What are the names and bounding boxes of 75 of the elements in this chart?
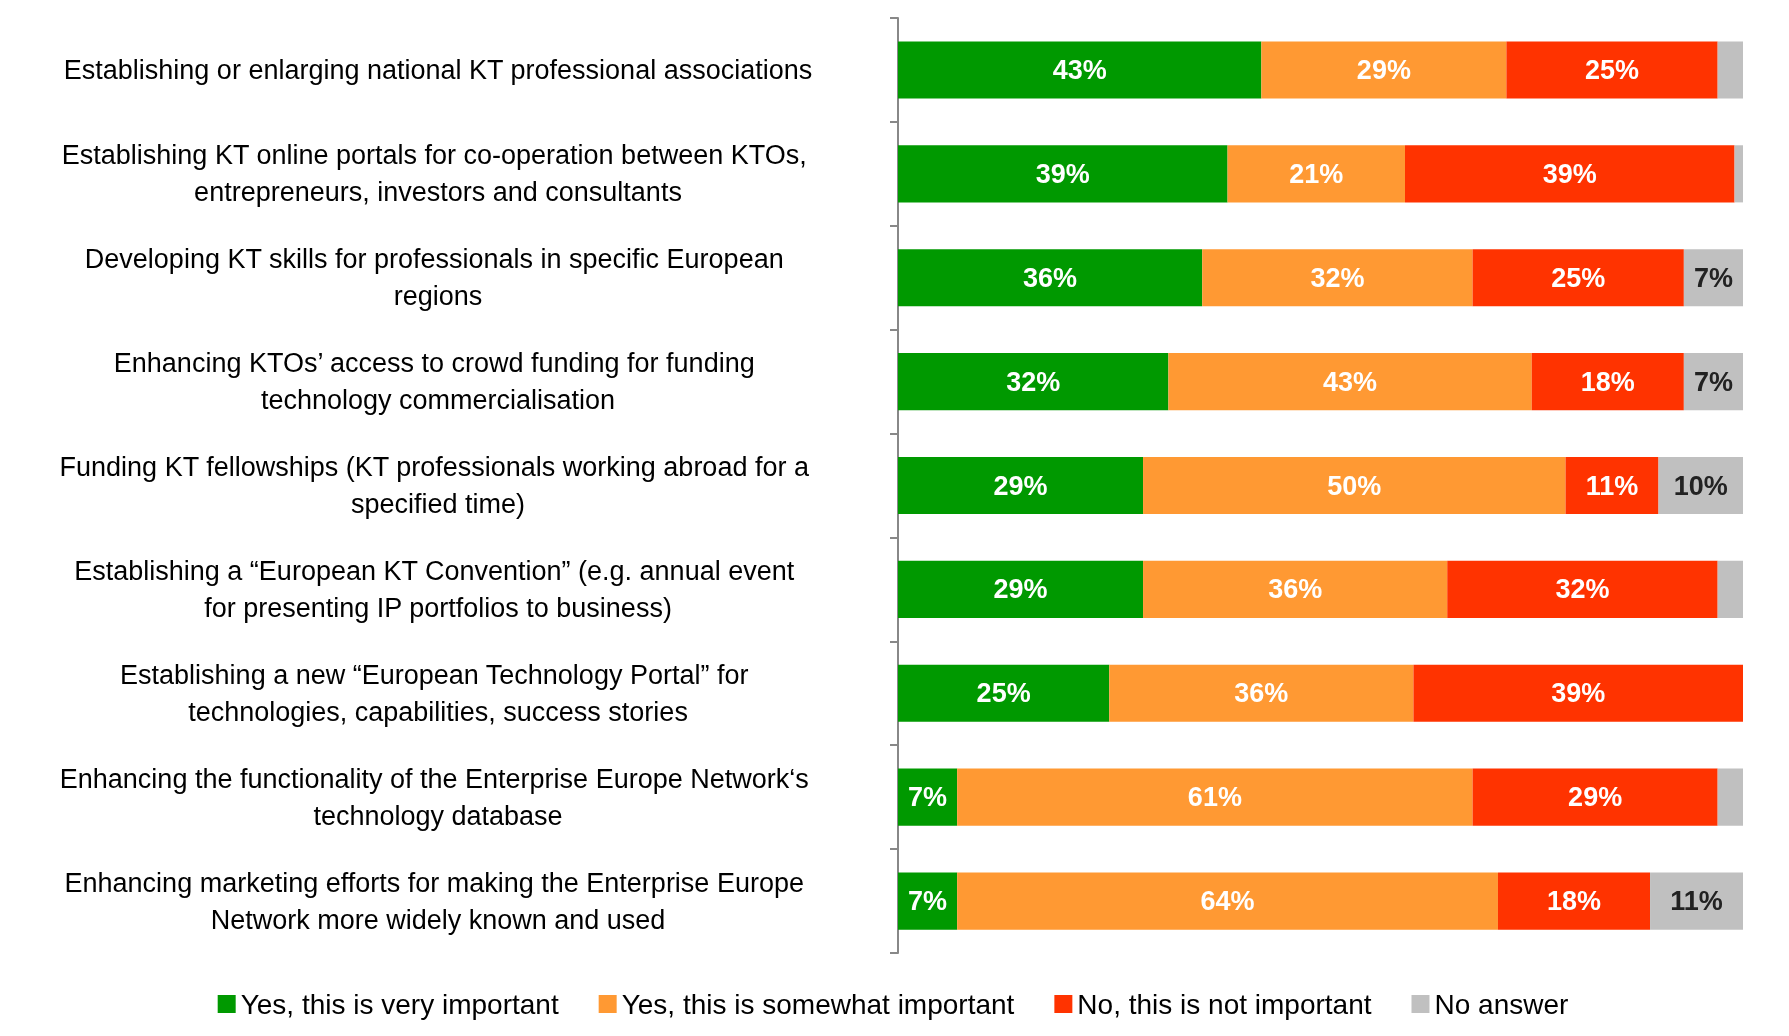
y-tick-label: Enhancing KTOs’ access to crowd funding for funding technology commercialisation: [113, 348, 763, 416]
bar: [898, 872, 958, 930]
data-label: 32%: [1006, 366, 1061, 397]
y-tick-label: Establishing a new “European Technology Portal” for technologies, capabilities, success stories: [120, 659, 756, 727]
data-label: 43%: [1052, 54, 1107, 85]
bar: [1565, 456, 1659, 515]
data-label: 36%: [1023, 262, 1078, 293]
bar: [1143, 456, 1566, 515]
bar: [898, 41, 1262, 99]
bar: [1472, 249, 1684, 307]
data-label: 29%: [1568, 782, 1623, 813]
bar: [1109, 664, 1414, 722]
data-label: 7%: [908, 782, 948, 813]
data-label: 7%: [1693, 262, 1733, 293]
bar: [1168, 353, 1532, 411]
bar: [1650, 872, 1743, 930]
data-label: 39%: [1542, 158, 1597, 189]
bar: [898, 353, 1169, 411]
y-tick-label: Funding KT fellowships (KT professionals working abroad for a specified time): [59, 452, 817, 519]
data-label: 10%: [1673, 470, 1728, 501]
data-label: 36%: [1268, 574, 1323, 605]
legend-label: No answer: [1434, 988, 1569, 1020]
y-tick-label: Developing KT skills for professionals in specific European regions: [84, 244, 792, 312]
bar: [1717, 560, 1743, 618]
data-label: 7%: [1693, 366, 1733, 397]
data-label: 25%: [976, 678, 1031, 709]
y-tick-label: Establishing a “European KT Convention” (e.g. annual event for presenting IP portfolios to business): [74, 555, 802, 623]
bar: [957, 768, 1473, 826]
data-label: 11%: [1670, 886, 1723, 917]
data-label: 25%: [1585, 54, 1640, 85]
data-label: 29%: [993, 574, 1048, 605]
data-label: 36%: [1234, 678, 1289, 709]
data-label: 11%: [1585, 470, 1639, 501]
bar: [898, 560, 1144, 618]
bar: [1413, 664, 1743, 722]
bar: [1717, 41, 1743, 99]
data-label: 39%: [1551, 678, 1606, 709]
data-label: 32%: [1555, 574, 1610, 605]
bar: [1497, 872, 1651, 930]
bar: [1472, 768, 1718, 826]
bar: [957, 872, 1498, 930]
data-label: 25%: [1551, 262, 1606, 293]
data-label: 50%: [1327, 470, 1382, 501]
bar: [898, 249, 1203, 307]
data-label: 39%: [1035, 158, 1090, 189]
bar: [1447, 560, 1718, 618]
data-label: 29%: [993, 470, 1048, 501]
data-label: 7%: [908, 886, 948, 917]
legend-label: Yes, this is somewhat important: [621, 988, 1015, 1020]
data-label: 18%: [1580, 366, 1635, 397]
data-label: 64%: [1200, 886, 1255, 917]
bar: [1506, 41, 1718, 99]
bar: [898, 145, 1228, 203]
bar: [1261, 41, 1507, 99]
bar: [1717, 768, 1743, 826]
bar: [1405, 145, 1735, 203]
y-tick-label: Establishing KT online portals for co-operation between KTOs, entrepreneurs, investors and consultants: [61, 140, 815, 208]
data-label: 18%: [1546, 886, 1602, 917]
data-label: 21%: [1289, 158, 1344, 189]
data-label: 29%: [1356, 54, 1411, 85]
bar: [1734, 145, 1743, 203]
data-label: 43%: [1323, 366, 1378, 397]
y-tick-label: Enhancing marketing efforts for making the Enterprise Europe Network more widely known and used: [64, 867, 812, 935]
bar: [1531, 353, 1684, 411]
bar: [898, 456, 1144, 515]
data-label: 32%: [1310, 262, 1365, 293]
y-tick-label: Enhancing the functionality of the Enterprise Europe Network‘s technology database: [59, 763, 817, 831]
bar: [1143, 560, 1448, 618]
legend-label: No, this is not important: [1077, 988, 1372, 1020]
bar: [1202, 249, 1473, 307]
y-tick-label: Establishing or enlarging national KT professional associations: [63, 54, 813, 85]
bar: [1227, 145, 1405, 203]
data-label: 61%: [1187, 782, 1242, 813]
legend-label: Yes, this is very important: [240, 988, 559, 1020]
bar: [898, 664, 1110, 722]
